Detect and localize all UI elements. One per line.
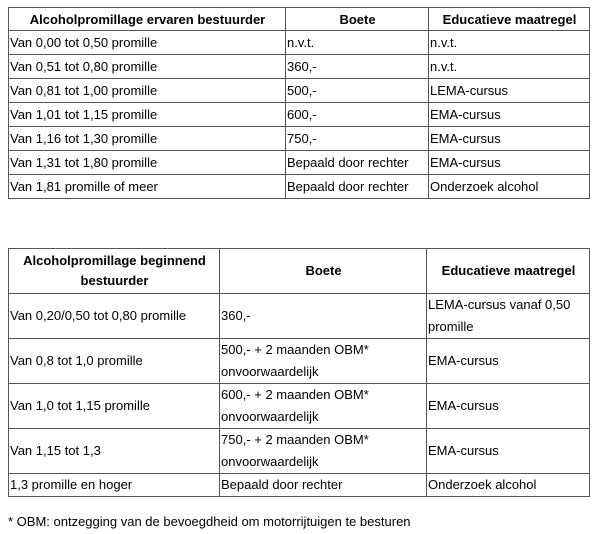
column-header: Alcoholpromillage beginnend bestuurder bbox=[8, 248, 220, 294]
table-cell: EMA-cursus bbox=[426, 338, 590, 384]
table-cell: Van 1,16 tot 1,30 promille bbox=[8, 126, 286, 151]
table-cell: Van 1,31 tot 1,80 promille bbox=[8, 150, 286, 175]
table-cell: n.v.t. bbox=[285, 30, 429, 55]
footnote: * OBM: ontzegging van de bevoegdheid om … bbox=[8, 514, 411, 529]
table-row: 1,3 promille en hoger Bepaald door recht… bbox=[8, 473, 590, 497]
table-row: Van 1,0 tot 1,15 promille 600,- + 2 maan… bbox=[8, 383, 590, 429]
table-cell: Van 0,00 tot 0,50 promille bbox=[8, 30, 286, 55]
table-cell: 750,- bbox=[285, 126, 429, 151]
table-row: Van 1,81 promille of meer Bepaald door r… bbox=[8, 174, 590, 199]
table-cell: n.v.t. bbox=[428, 30, 590, 55]
table-cell: Van 1,15 tot 1,3 bbox=[8, 428, 220, 474]
beginner-driver-table: Alcoholpromillage beginnend bestuurder B… bbox=[8, 248, 590, 497]
table-row: Van 1,31 tot 1,80 promille Bepaald door … bbox=[8, 150, 590, 175]
table-cell: 600,- + 2 maanden OBM* onvoorwaardelijk bbox=[219, 383, 427, 429]
table-cell: 500,- bbox=[285, 78, 429, 103]
table-cell: EMA-cursus bbox=[428, 126, 590, 151]
table-row: Van 0,51 tot 0,80 promille 360,- n.v.t. bbox=[8, 54, 590, 79]
table-cell: LEMA-cursus vanaf 0,50 promille bbox=[426, 293, 590, 339]
table-header-row: Alcoholpromillage beginnend bestuurder B… bbox=[8, 248, 590, 294]
table-cell: EMA-cursus bbox=[428, 150, 590, 175]
table-cell: LEMA-cursus bbox=[428, 78, 590, 103]
table-cell: 600,- bbox=[285, 102, 429, 127]
table-cell: n.v.t. bbox=[428, 54, 590, 79]
table-cell: Van 1,0 tot 1,15 promille bbox=[8, 383, 220, 429]
table-cell: Van 0,20/0,50 tot 0,80 promille bbox=[8, 293, 220, 339]
table-row: Van 0,00 tot 0,50 promille n.v.t. n.v.t. bbox=[8, 30, 590, 55]
table-row: Van 1,15 tot 1,3 750,- + 2 maanden OBM* … bbox=[8, 428, 590, 474]
table-row: Van 1,01 tot 1,15 promille 600,- EMA-cur… bbox=[8, 102, 590, 127]
table-cell: EMA-cursus bbox=[428, 102, 590, 127]
table-cell: EMA-cursus bbox=[426, 428, 590, 474]
column-header: Boete bbox=[285, 7, 429, 31]
column-header: Educatieve maatregel bbox=[426, 248, 590, 294]
table-cell: Bepaald door rechter bbox=[285, 174, 429, 199]
table-cell: Bepaald door rechter bbox=[285, 150, 429, 175]
table-cell: Van 1,01 tot 1,15 promille bbox=[8, 102, 286, 127]
table-header-row: Alcoholpromillage ervaren bestuurder Boe… bbox=[8, 7, 590, 31]
table-row: Van 0,81 tot 1,00 promille 500,- LEMA-cu… bbox=[8, 78, 590, 103]
table-cell: Van 0,51 tot 0,80 promille bbox=[8, 54, 286, 79]
table-cell: 500,- + 2 maanden OBM* onvoorwaardelijk bbox=[219, 338, 427, 384]
table-cell: Van 0,81 tot 1,00 promille bbox=[8, 78, 286, 103]
table-row: Van 0,20/0,50 tot 0,80 promille 360,- LE… bbox=[8, 293, 590, 339]
table-row: Van 0,8 tot 1,0 promille 500,- + 2 maand… bbox=[8, 338, 590, 384]
table-cell: Van 1,81 promille of meer bbox=[8, 174, 286, 199]
table-row: Van 1,16 tot 1,30 promille 750,- EMA-cur… bbox=[8, 126, 590, 151]
table-cell: 750,- + 2 maanden OBM* onvoorwaardelijk bbox=[219, 428, 427, 474]
table-cell: 1,3 promille en hoger bbox=[8, 473, 220, 497]
table-cell: Onderzoek alcohol bbox=[428, 174, 590, 199]
table-cell: 360,- bbox=[285, 54, 429, 79]
column-header: Boete bbox=[219, 248, 427, 294]
table-cell: Onderzoek alcohol bbox=[426, 473, 590, 497]
experienced-driver-table: Alcoholpromillage ervaren bestuurder Boe… bbox=[8, 7, 590, 199]
table-cell: Van 0,8 tot 1,0 promille bbox=[8, 338, 220, 384]
table-cell: EMA-cursus bbox=[426, 383, 590, 429]
table-cell: Bepaald door rechter bbox=[219, 473, 427, 497]
column-header: Educatieve maatregel bbox=[428, 7, 590, 31]
table-cell: 360,- bbox=[219, 293, 427, 339]
column-header: Alcoholpromillage ervaren bestuurder bbox=[8, 7, 286, 31]
